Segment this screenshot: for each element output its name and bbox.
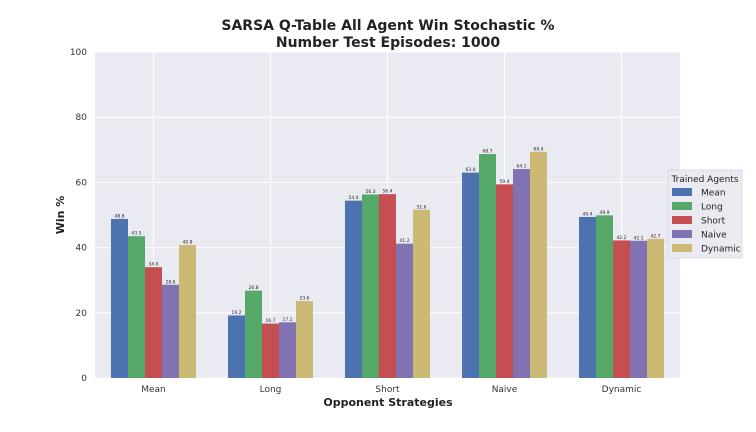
bar bbox=[596, 215, 613, 378]
bar bbox=[111, 218, 128, 378]
bar-value-label: 54.4 bbox=[348, 195, 358, 201]
bar bbox=[613, 240, 630, 378]
bar bbox=[145, 267, 162, 378]
legend-swatch bbox=[672, 188, 692, 196]
legend-label: Dynamic bbox=[701, 245, 741, 255]
x-tick-label: Dynamic bbox=[602, 385, 642, 395]
bar-value-label: 48.8 bbox=[114, 213, 124, 219]
bar bbox=[496, 184, 513, 378]
legend-label: Naive bbox=[701, 231, 727, 241]
legend-label: Long bbox=[701, 203, 723, 213]
bar-value-label: 26.8 bbox=[248, 285, 258, 291]
bar-value-label: 49.4 bbox=[582, 211, 592, 217]
bar bbox=[228, 315, 245, 378]
bar bbox=[279, 322, 296, 378]
y-axis-label: Win % bbox=[54, 196, 67, 235]
bar bbox=[647, 238, 664, 378]
legend: Trained Agents Mean Long Short Naive Dynamic bbox=[667, 169, 743, 259]
y-tick-label: 60 bbox=[76, 178, 88, 188]
x-tick-label: Mean bbox=[141, 385, 166, 395]
bar-value-label: 63.0 bbox=[465, 167, 475, 173]
bar-value-label: 41.2 bbox=[399, 238, 409, 244]
x-tick-labels: Mean Long Short Naive Dynamic bbox=[141, 385, 641, 395]
bar bbox=[179, 244, 196, 378]
bar-value-labels: 48.8 43.5 34.0 28.6 40.8 19.2 26.8 16.7 17.1 23.6… bbox=[114, 146, 660, 324]
x-tick-label: Long bbox=[260, 385, 282, 395]
bar bbox=[296, 301, 313, 378]
bar bbox=[362, 194, 379, 378]
legend-box bbox=[667, 169, 743, 259]
legend-items: Mean Long Short Naive Dynamic bbox=[672, 188, 741, 255]
y-tick-label: 100 bbox=[70, 48, 87, 58]
bar-value-label: 34.0 bbox=[148, 262, 158, 268]
legend-swatch bbox=[672, 202, 692, 210]
bars bbox=[111, 151, 664, 378]
bar bbox=[462, 172, 479, 378]
bar-value-label: 56.4 bbox=[382, 189, 392, 195]
bar-value-label: 59.4 bbox=[499, 179, 509, 185]
bar-value-label: 19.2 bbox=[231, 310, 241, 316]
legend-label: Short bbox=[701, 217, 726, 227]
bar bbox=[162, 284, 179, 378]
legend-label: Mean bbox=[701, 189, 726, 199]
bar bbox=[413, 209, 430, 378]
legend-swatch bbox=[672, 244, 692, 252]
bar bbox=[379, 194, 396, 378]
legend-swatch bbox=[672, 216, 692, 224]
legend-title: Trained Agents bbox=[670, 175, 738, 185]
y-tick-label: 40 bbox=[76, 244, 88, 254]
bar bbox=[630, 240, 647, 378]
bar-value-label: 56.3 bbox=[365, 189, 375, 195]
bar-value-label: 40.8 bbox=[182, 239, 192, 245]
bar-value-label: 49.9 bbox=[599, 210, 609, 216]
bar bbox=[479, 154, 496, 378]
bar bbox=[396, 243, 413, 378]
bar-value-label: 43.5 bbox=[131, 231, 141, 237]
bar-value-label: 16.7 bbox=[265, 318, 275, 324]
bar bbox=[245, 290, 262, 378]
x-tick-label: Short bbox=[375, 385, 400, 395]
bar-value-label: 28.6 bbox=[165, 279, 175, 285]
bar bbox=[579, 216, 596, 378]
bar-value-label: 42.7 bbox=[650, 233, 660, 239]
legend-swatch bbox=[672, 230, 692, 238]
bar bbox=[262, 323, 279, 378]
bar-value-label: 42.2 bbox=[616, 235, 626, 241]
y-tick-label: 0 bbox=[81, 374, 87, 384]
bar bbox=[345, 200, 362, 378]
bar bbox=[530, 151, 547, 378]
bar bbox=[513, 169, 530, 378]
x-tick-label: Naive bbox=[492, 385, 518, 395]
y-tick-label: 80 bbox=[76, 113, 88, 123]
chart-title-line1: SARSA Q-Table All Agent Win Stochastic % bbox=[221, 18, 554, 34]
bar-value-label: 42.1 bbox=[633, 235, 643, 241]
bar-value-label: 17.1 bbox=[282, 317, 292, 323]
bar bbox=[128, 236, 145, 378]
y-tick-label: 20 bbox=[76, 309, 88, 319]
bar-value-label: 23.6 bbox=[299, 296, 309, 302]
x-axis-label: Opponent Strategies bbox=[323, 396, 453, 409]
bar-value-label: 69.4 bbox=[533, 146, 543, 152]
bar-value-label: 64.1 bbox=[516, 164, 526, 170]
y-tick-labels: 0 20 40 60 80 100 bbox=[70, 48, 87, 384]
chart-title-line2: Number Test Episodes: 1000 bbox=[276, 35, 501, 51]
bar-value-label: 68.7 bbox=[482, 149, 492, 155]
bar-value-label: 51.6 bbox=[416, 204, 426, 210]
